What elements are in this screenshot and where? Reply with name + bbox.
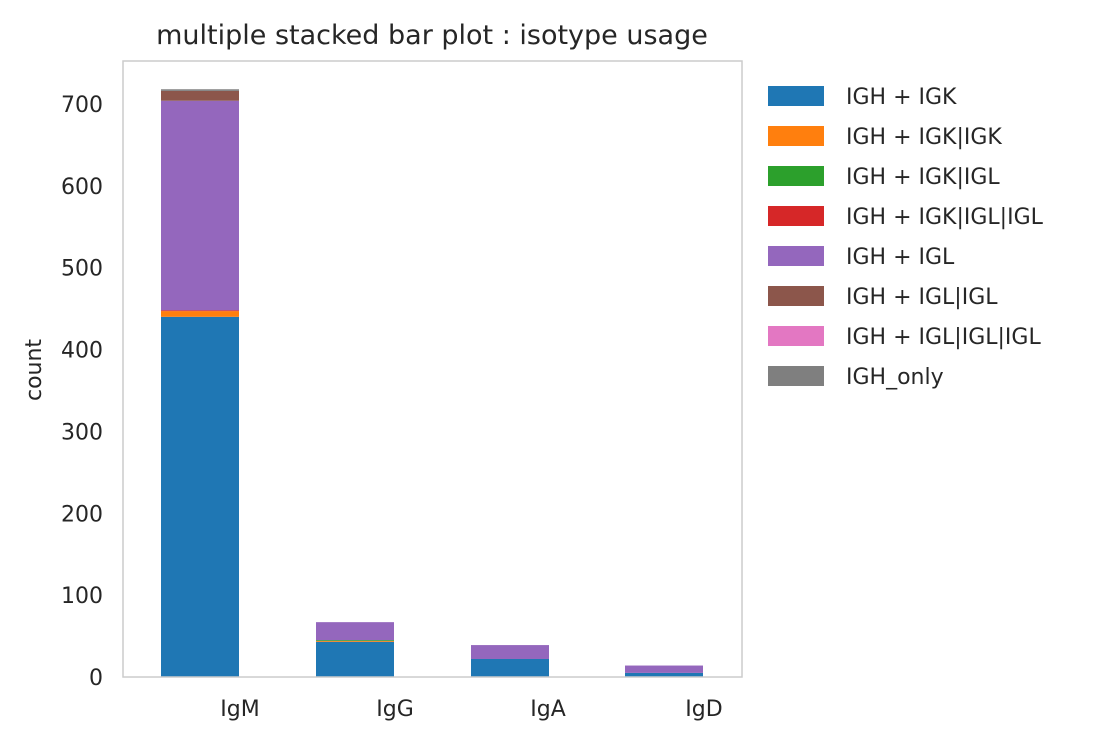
legend-swatch: [768, 246, 824, 266]
y-tick-label: 400: [61, 339, 103, 364]
bars-group: [161, 89, 703, 677]
legend-label: IGH + IGL: [846, 245, 955, 270]
bar-segment-igg-series-4: [316, 622, 394, 641]
legend-label: IGH + IGL|IGL|IGL: [846, 325, 1041, 350]
bar-segment-iga-series-4: [471, 645, 549, 659]
y-tick-label: 100: [61, 584, 103, 609]
legend-label: IGH + IGK: [846, 85, 957, 110]
y-tick-label: 500: [61, 257, 103, 282]
x-tick-label: IgA: [530, 697, 566, 722]
bar-segment-iga-series-0: [471, 658, 549, 677]
y-ticks: 0 100 200 300 400 500 600 700: [61, 93, 103, 691]
x-tick-label: IgG: [376, 697, 414, 722]
x-tick-label: IgD: [685, 697, 722, 722]
bar-segment-igm-series-1: [161, 311, 239, 317]
bar-segment-igm-series-5: [161, 90, 239, 101]
y-tick-label: 700: [61, 93, 103, 118]
y-tick-label: 0: [89, 666, 103, 691]
plot-frame: [122, 60, 743, 678]
legend-label: IGH + IGK|IGL|IGL: [846, 205, 1044, 230]
bar-segment-igd-series-4: [625, 665, 703, 673]
legend-swatch: [768, 126, 824, 146]
bar-segment-igg-series-0: [316, 641, 394, 677]
legend-label: IGH_only: [846, 365, 944, 390]
bar-segment-igg-series-2: [316, 640, 394, 641]
legend-swatch: [768, 206, 824, 226]
y-tick-label: 600: [61, 175, 103, 200]
legend-swatch: [768, 366, 824, 386]
legend-swatch: [768, 286, 824, 306]
legend: IGH + IGK IGH + IGK|IGK IGH + IGK|IGL IGH +…: [768, 85, 1044, 390]
bar-segment-igm-series-3: [161, 310, 239, 312]
bar-segment-igm-series-4: [161, 100, 239, 311]
x-tick-label: IgM: [220, 697, 259, 722]
legend-label: IGH + IGL|IGL: [846, 285, 998, 310]
chart-title: multiple stacked bar plot : isotype usag…: [156, 20, 708, 51]
legend-swatch: [768, 86, 824, 106]
y-axis-label: count: [22, 339, 47, 401]
legend-label: IGH + IGK|IGL: [846, 165, 1000, 190]
x-ticks: IgM IgG IgA IgD: [220, 697, 722, 722]
legend-swatch: [768, 166, 824, 186]
bar-segment-igm-series-0: [161, 316, 239, 677]
bar-segment-igd-series-0: [625, 672, 703, 677]
legend-swatch: [768, 326, 824, 346]
bar-segment-igm-series-7: [161, 89, 239, 91]
y-tick-label: 200: [61, 502, 103, 527]
legend-label: IGH + IGK|IGK: [846, 125, 1002, 150]
bar-segment-igg-series-1: [316, 640, 394, 642]
y-tick-label: 300: [61, 420, 103, 445]
